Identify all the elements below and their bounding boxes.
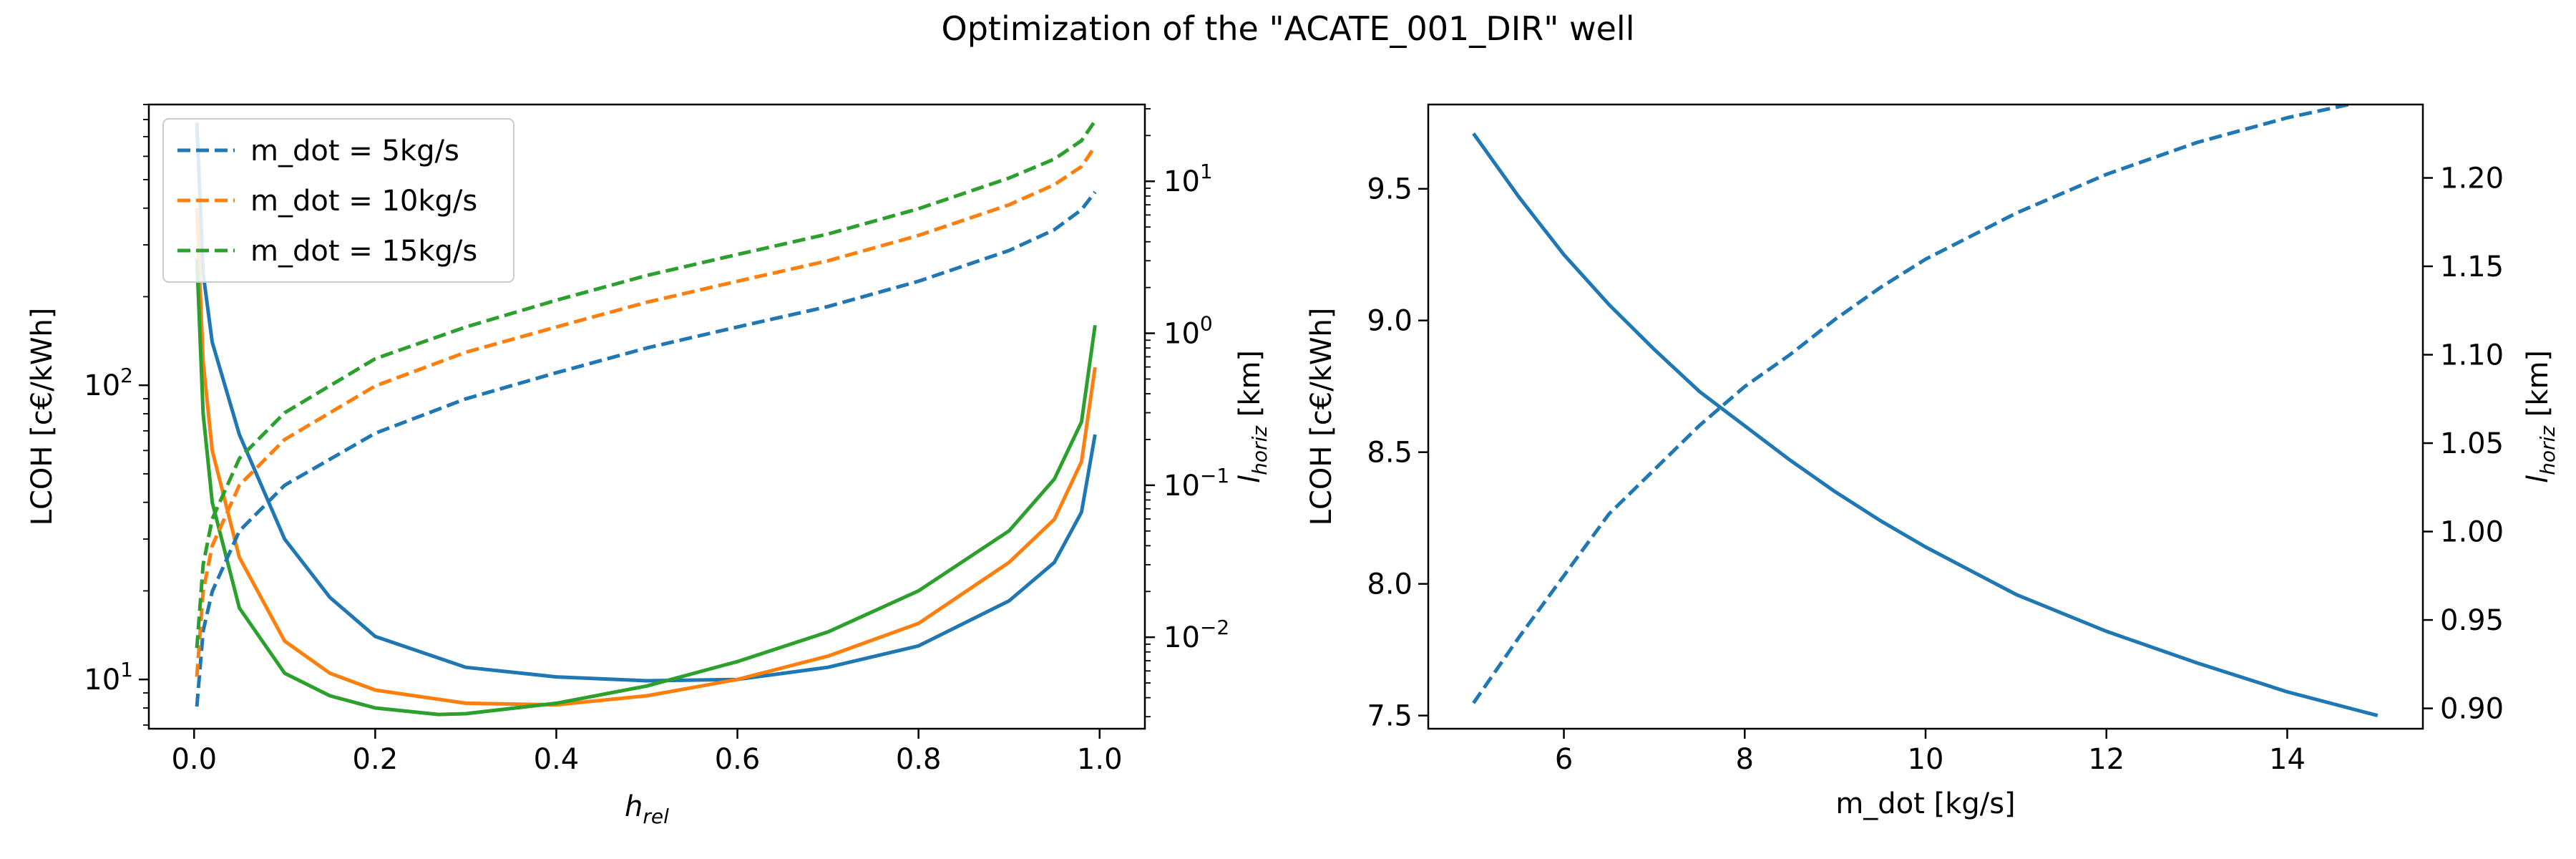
series-lines bbox=[195, 120, 1097, 717]
right-panel: 6 8 10 12 14 7.5 8.0 8.5 9.0 9.5 0.90 0.95 1.00 1.05 1… bbox=[1305, 103, 2560, 820]
y-right-tick-label: 10−1 bbox=[1163, 464, 1229, 503]
x-axis-title: hrel bbox=[625, 790, 669, 828]
y-tick-label: 9.0 bbox=[1367, 305, 1413, 338]
y-tick-label: 102 bbox=[84, 364, 133, 402]
x-tick-label: 0.4 bbox=[534, 743, 580, 776]
y-axis-title: LCOH [c€/kWh] bbox=[26, 308, 59, 526]
left-panel: 0.0 0.2 0.4 0.6 0.8 1.0 101 102 10−2 10−1 100 101 hr… bbox=[26, 103, 1272, 828]
x-tick-label: 10 bbox=[1908, 743, 1944, 776]
figure-title: Optimization of the "ACATE_001_DIR" well bbox=[942, 9, 1635, 48]
x-tick-label: 6 bbox=[1555, 743, 1573, 776]
legend-label: m_dot = 5kg/s bbox=[250, 135, 459, 168]
series-line-1-solid bbox=[195, 122, 1097, 683]
y-tick-label: 8.0 bbox=[1367, 568, 1413, 601]
y-right-tick-label: 0.95 bbox=[2440, 604, 2504, 637]
x-tick-label: 1.0 bbox=[1077, 743, 1123, 776]
y-right-tick-label: 1.20 bbox=[2440, 162, 2504, 195]
series-line-1-solid bbox=[1472, 132, 2379, 718]
y-right-tick-label: 101 bbox=[1163, 160, 1213, 198]
y-tick-label: 7.5 bbox=[1367, 700, 1413, 733]
y-right-axis-title: lhoriz [km] bbox=[2522, 350, 2560, 483]
x-tick-label: 0.2 bbox=[353, 743, 399, 776]
legend-label: m_dot = 15kg/s bbox=[250, 235, 477, 268]
y-right-tick-label: 100 bbox=[1163, 312, 1213, 351]
y-right-tick-label: 1.00 bbox=[2440, 516, 2504, 549]
series-line-3-solid bbox=[195, 258, 1097, 717]
x-tick-label: 0.0 bbox=[171, 743, 217, 776]
legend-label: m_dot = 10kg/s bbox=[250, 185, 477, 218]
series-line-6-dashed bbox=[195, 120, 1097, 649]
y-right-axis-title: lhoriz [km] bbox=[1234, 350, 1272, 483]
legend-box bbox=[162, 118, 514, 283]
x-axis-title: m_dot [kg/s] bbox=[1835, 787, 2015, 820]
axes-frame bbox=[147, 103, 1146, 730]
x-tick-label: 14 bbox=[2269, 743, 2306, 776]
x-tick-label: 0.6 bbox=[715, 743, 761, 776]
y-right-tick-label: 10−2 bbox=[1163, 616, 1229, 654]
legend: m_dot = 5kg/s m_dot = 10kg/s m_dot = 15kg/… bbox=[162, 118, 514, 283]
series-lines bbox=[1472, 105, 2379, 718]
y-tick-label: 9.5 bbox=[1367, 173, 1413, 206]
series-line-5-dashed bbox=[195, 145, 1097, 677]
x-tick-label: 0.8 bbox=[896, 743, 942, 776]
y-axis-title: LCOH [c€/kWh] bbox=[1305, 308, 1338, 526]
y-tick-label: 101 bbox=[84, 658, 133, 697]
x-tick-label: 8 bbox=[1736, 743, 1754, 776]
y-right-tick-label: 0.90 bbox=[2440, 693, 2504, 726]
series-line-2-dashed bbox=[1472, 105, 2358, 704]
y-right-tick-label: 1.10 bbox=[2440, 339, 2504, 372]
y-right-tick-label: 1.05 bbox=[2440, 427, 2504, 460]
x-tick-label: 12 bbox=[2088, 743, 2124, 776]
series-line-4-dashed bbox=[195, 190, 1097, 707]
y-tick-label: 8.5 bbox=[1367, 437, 1413, 470]
y-right-tick-label: 1.15 bbox=[2440, 251, 2504, 283]
